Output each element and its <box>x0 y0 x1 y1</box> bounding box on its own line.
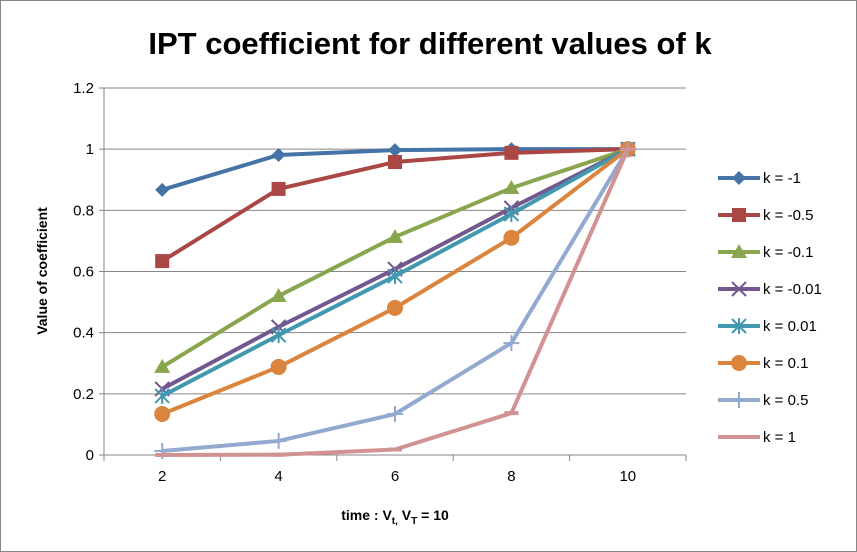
data-point <box>503 206 520 223</box>
x-tick-labels: 2 4 6 8 10 <box>158 468 636 485</box>
data-point <box>155 182 170 197</box>
data-point <box>270 432 287 449</box>
chart-title: IPT coefficient for different values of … <box>148 26 712 61</box>
y-tick-label: 1.2 <box>73 80 94 97</box>
y-tick-label: 0.4 <box>73 325 94 342</box>
legend-label: k = 0.5 <box>763 392 808 409</box>
data-point <box>154 406 171 423</box>
y-tick-label: 0.2 <box>73 386 94 403</box>
legend-marker-icon <box>732 171 746 185</box>
data-point <box>154 358 171 373</box>
legend-item: k = 1 <box>718 429 796 446</box>
axes <box>99 87 687 461</box>
legend-marker-icon <box>732 208 746 222</box>
y-tick-label: 1 <box>86 141 94 158</box>
data-point <box>271 181 286 196</box>
x-tick-label: 8 <box>507 468 515 485</box>
legend-label: k = -0.5 <box>763 207 813 224</box>
x-tick-label: 10 <box>619 468 636 485</box>
legend-marker-icon <box>732 435 746 439</box>
data-point <box>504 411 519 416</box>
series-2 <box>154 141 636 373</box>
data-point <box>270 327 287 344</box>
data-point <box>387 406 403 423</box>
series-line <box>161 147 629 369</box>
legend-marker-icon <box>731 318 747 334</box>
data-point <box>388 155 402 170</box>
data-point <box>387 268 403 285</box>
data-point <box>387 228 403 243</box>
data-point <box>503 335 520 352</box>
y-axis-label: Value of coefficient <box>34 207 50 335</box>
y-tick-label: 0.8 <box>73 202 94 219</box>
legend-item: k = 0.01 <box>718 318 817 335</box>
data-point <box>155 254 170 269</box>
data-point <box>388 143 402 158</box>
data-point <box>271 452 286 457</box>
legend-item: k = -0.1 <box>718 244 813 261</box>
legend-label: k = -1 <box>763 170 801 187</box>
data-point <box>271 147 286 162</box>
series-group <box>154 141 636 460</box>
data-point <box>504 145 519 160</box>
legend-label: k = 1 <box>763 429 796 446</box>
legend-marker-icon <box>731 281 747 297</box>
legend-label: k = -0.1 <box>763 244 813 261</box>
legend-item: k = 0.5 <box>718 392 808 409</box>
data-point <box>270 287 287 302</box>
data-point <box>503 229 520 246</box>
x-tick-label: 6 <box>391 468 399 485</box>
legend-marker-icon <box>731 244 747 258</box>
y-tick-label: 0.6 <box>73 264 94 281</box>
data-point <box>503 180 520 195</box>
y-tick-label: 0 <box>86 447 94 464</box>
data-point <box>270 358 287 375</box>
data-point <box>388 447 402 452</box>
series-1 <box>155 142 635 269</box>
series-5 <box>154 141 636 423</box>
legend-item: k = -0.01 <box>718 281 822 298</box>
legend-marker-icon <box>731 392 747 408</box>
legend-marker-icon <box>731 355 747 371</box>
legend-item: k = -0.5 <box>718 207 813 224</box>
data-point <box>155 453 170 457</box>
legend-label: k = 0.01 <box>763 318 817 335</box>
data-point <box>387 299 403 316</box>
legend-label: k = 0.1 <box>763 355 808 372</box>
x-tick-label: 4 <box>274 468 282 485</box>
y-tick-labels: 0 0.2 0.4 0.6 0.8 1 1.2 <box>73 80 94 464</box>
legend: k = -1 k = -0.5 k = -0.1 k = -0.01 k = 0.01 k… <box>718 170 822 446</box>
legend-item: k = 0.1 <box>718 355 808 372</box>
data-point <box>154 387 170 404</box>
x-axis-label: time : Vt, VT = 10 <box>341 507 449 527</box>
legend-label: k = -0.01 <box>763 281 822 298</box>
x-tick-label: 2 <box>158 468 166 485</box>
legend-item: k = -1 <box>718 170 801 187</box>
series-7 <box>155 147 635 457</box>
data-point <box>620 147 635 152</box>
